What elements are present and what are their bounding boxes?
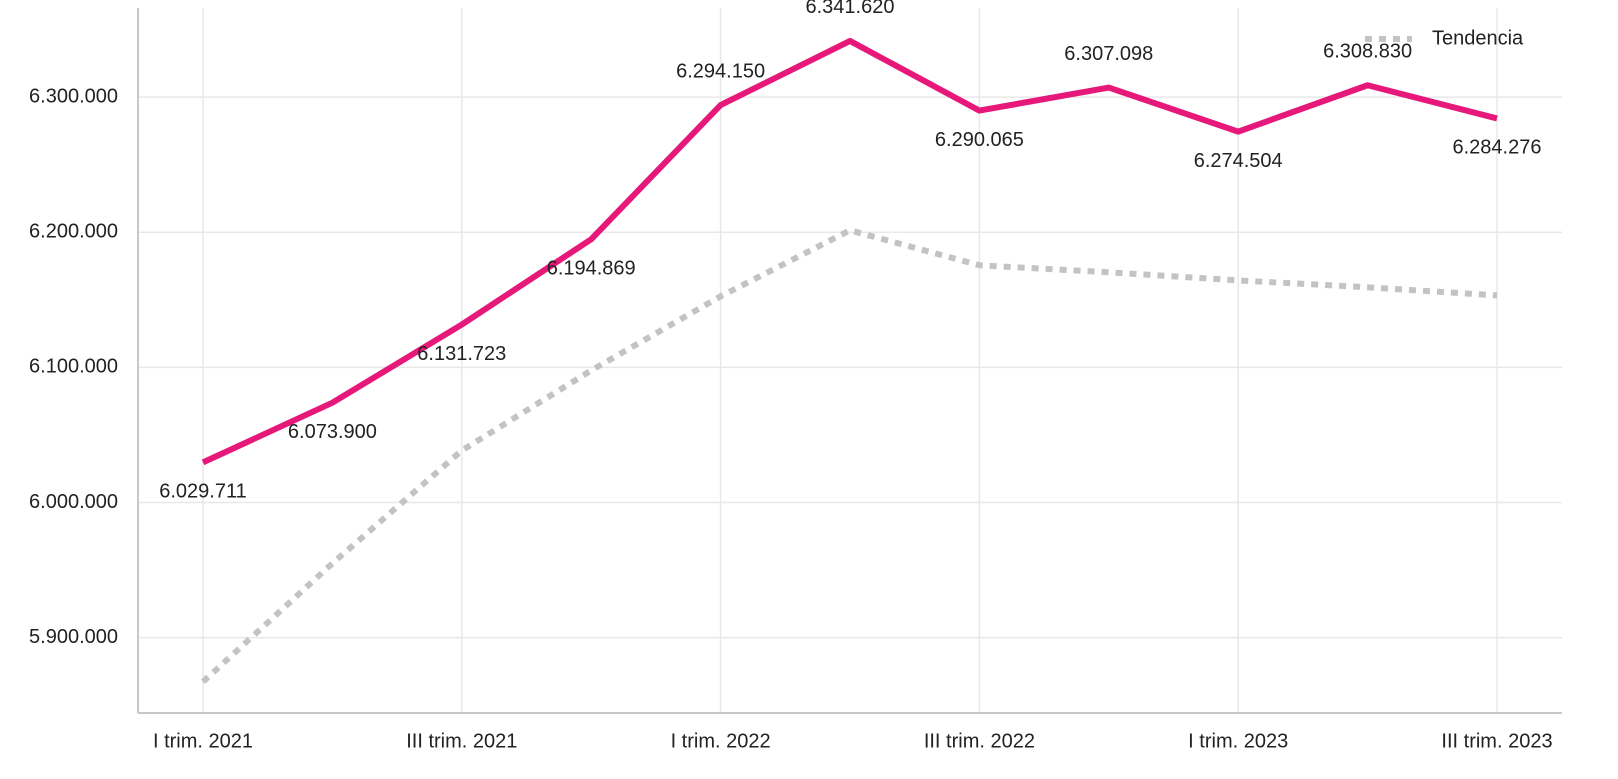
series-line xyxy=(201,37,1498,466)
y-tick-label: 6.300.000 xyxy=(29,85,118,107)
data-label: 6.290.065 xyxy=(935,129,1024,151)
data-label: 6.308.830 xyxy=(1323,41,1412,63)
data-label: 6.341.620 xyxy=(806,0,895,18)
x-tick-label: III trim. 2021 xyxy=(406,730,517,752)
data-label: 6.194.869 xyxy=(547,258,636,280)
data-label: 6.294.150 xyxy=(676,60,765,82)
data-label: 6.131.723 xyxy=(417,343,506,365)
data-label: 6.284.276 xyxy=(1453,137,1542,159)
y-tick-label: 6.200.000 xyxy=(29,221,118,243)
y-tick-label: 6.100.000 xyxy=(29,356,118,378)
y-tick-label: 5.900.000 xyxy=(29,626,118,648)
legend-label: Tendencia xyxy=(1432,27,1524,49)
x-tick-label: I trim. 2022 xyxy=(671,730,771,752)
data-label: 6.029.711 xyxy=(159,481,247,503)
data-label: 6.274.504 xyxy=(1194,150,1283,172)
data-label: 6.073.900 xyxy=(288,421,377,443)
x-tick-label: I trim. 2023 xyxy=(1188,730,1288,752)
x-tick-label: I trim. 2021 xyxy=(153,730,253,752)
y-tick-label: 6.000.000 xyxy=(29,491,118,513)
data-label: 6.307.098 xyxy=(1064,43,1153,65)
x-tick-label: III trim. 2023 xyxy=(1441,730,1552,752)
x-tick-label: III trim. 2022 xyxy=(924,730,1035,752)
trend-line xyxy=(200,227,1498,684)
